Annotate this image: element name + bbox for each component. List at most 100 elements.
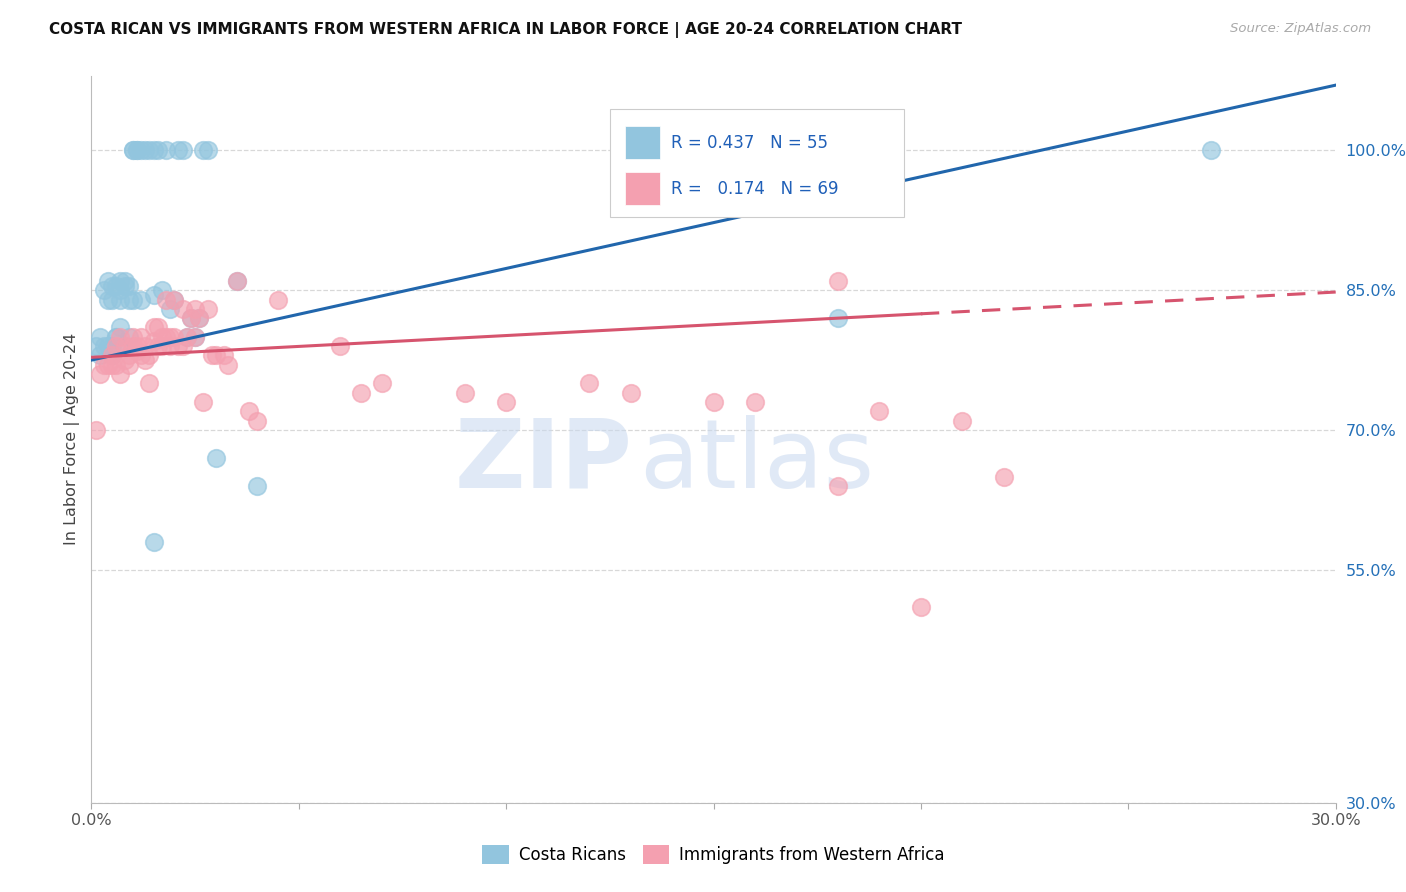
- Point: [105, 339, 128, 353]
- Point: [138, 144, 160, 158]
- Point: [101, 339, 124, 353]
- Point: [350, 385, 373, 400]
- Point: [101, 278, 124, 293]
- Point: [110, 330, 132, 344]
- Point: [142, 320, 165, 334]
- Point: [578, 376, 600, 391]
- Point: [129, 348, 152, 362]
- Point: [93, 358, 115, 372]
- Point: [371, 376, 394, 391]
- Point: [105, 330, 128, 344]
- Point: [105, 358, 128, 372]
- Point: [180, 311, 202, 326]
- Point: [159, 339, 181, 353]
- Point: [993, 469, 1015, 483]
- Point: [97, 274, 120, 288]
- Point: [184, 330, 207, 344]
- Point: [125, 339, 148, 353]
- Point: [121, 293, 145, 307]
- Point: [180, 311, 202, 326]
- Point: [205, 348, 228, 362]
- Point: [101, 293, 124, 307]
- Point: [1201, 144, 1223, 158]
- Point: [827, 311, 849, 326]
- Point: [176, 330, 198, 344]
- Point: [101, 348, 124, 362]
- Point: [212, 348, 235, 362]
- Point: [118, 358, 141, 372]
- Text: Source: ZipAtlas.com: Source: ZipAtlas.com: [1230, 22, 1371, 36]
- Point: [93, 283, 115, 297]
- Point: [950, 414, 973, 428]
- Point: [110, 274, 132, 288]
- Point: [129, 330, 152, 344]
- Point: [188, 311, 211, 326]
- Text: R = 0.437   N = 55: R = 0.437 N = 55: [671, 134, 828, 152]
- Point: [163, 293, 186, 307]
- Point: [155, 293, 177, 307]
- Point: [176, 330, 198, 344]
- Point: [827, 274, 849, 288]
- Point: [197, 301, 219, 316]
- Point: [744, 395, 766, 409]
- Point: [121, 144, 145, 158]
- Point: [114, 339, 136, 353]
- Point: [163, 330, 186, 344]
- Point: [101, 348, 124, 362]
- Point: [118, 278, 141, 293]
- Point: [193, 395, 215, 409]
- Point: [125, 144, 148, 158]
- Point: [138, 376, 160, 391]
- Point: [172, 144, 194, 158]
- Point: [827, 479, 849, 493]
- Point: [702, 395, 725, 409]
- Point: [184, 301, 207, 316]
- Point: [188, 311, 211, 326]
- Point: [118, 348, 141, 362]
- Point: [453, 385, 475, 400]
- Point: [142, 334, 165, 349]
- Point: [142, 144, 165, 158]
- Point: [125, 144, 148, 158]
- Point: [89, 367, 111, 381]
- Point: [201, 348, 224, 362]
- Point: [114, 274, 136, 288]
- Point: [217, 358, 239, 372]
- Text: R =   0.174   N = 69: R = 0.174 N = 69: [671, 179, 839, 197]
- Point: [138, 348, 160, 362]
- Point: [619, 385, 641, 400]
- Point: [184, 330, 207, 344]
- Point: [89, 330, 111, 344]
- Point: [105, 330, 128, 344]
- Point: [110, 367, 132, 381]
- Point: [142, 534, 165, 549]
- Point: [121, 330, 145, 344]
- Point: [134, 339, 156, 353]
- Point: [869, 404, 891, 418]
- Point: [110, 320, 132, 334]
- Point: [84, 339, 107, 353]
- Point: [114, 278, 136, 293]
- Point: [118, 293, 141, 307]
- Point: [150, 339, 173, 353]
- Point: [110, 293, 132, 307]
- Point: [97, 293, 120, 307]
- Point: [93, 339, 115, 353]
- Y-axis label: In Labor Force | Age 20-24: In Labor Force | Age 20-24: [65, 334, 80, 545]
- Point: [101, 358, 124, 372]
- Point: [159, 301, 181, 316]
- Point: [246, 414, 269, 428]
- Point: [89, 348, 111, 362]
- Text: ZIP: ZIP: [454, 415, 633, 508]
- Point: [134, 353, 156, 368]
- Point: [105, 278, 128, 293]
- Point: [329, 339, 352, 353]
- Legend: Costa Ricans, Immigrants from Western Africa: Costa Ricans, Immigrants from Western Af…: [475, 838, 952, 871]
- Point: [114, 339, 136, 353]
- Point: [910, 600, 932, 615]
- Text: COSTA RICAN VS IMMIGRANTS FROM WESTERN AFRICA IN LABOR FORCE | AGE 20-24 CORRELA: COSTA RICAN VS IMMIGRANTS FROM WESTERN A…: [49, 22, 962, 38]
- Point: [246, 479, 269, 493]
- Point: [495, 395, 517, 409]
- Point: [129, 293, 152, 307]
- Point: [84, 423, 107, 437]
